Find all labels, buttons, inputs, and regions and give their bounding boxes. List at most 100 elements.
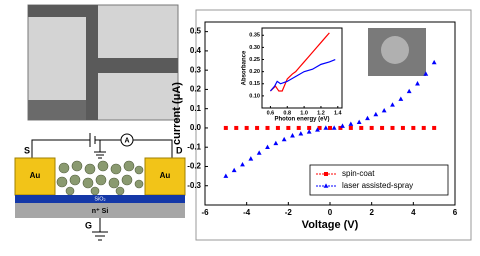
point <box>406 88 412 94</box>
dark-region <box>86 5 98 120</box>
point <box>348 121 354 126</box>
point <box>223 125 228 130</box>
y-tick-label: 0.3 <box>190 65 202 74</box>
point <box>307 125 312 130</box>
x-tick-label: 4 <box>411 208 416 217</box>
y-tick-label: -0.3 <box>187 181 201 190</box>
point <box>306 129 312 134</box>
point <box>244 125 249 130</box>
y-axis-title: Absorbance <box>242 50 248 85</box>
x-tick-label: 0.8 <box>283 110 291 116</box>
point <box>415 81 420 86</box>
point <box>323 125 329 130</box>
point <box>331 125 337 130</box>
substrate-label: n⁺ Si <box>92 208 109 215</box>
point <box>390 125 395 130</box>
point <box>223 173 229 178</box>
point <box>365 115 370 121</box>
gate-label: G <box>85 220 92 230</box>
point <box>359 125 364 130</box>
point <box>338 125 343 130</box>
x-tick-label: 1.2 <box>317 110 325 116</box>
series-line <box>269 58 336 92</box>
x-tick-label: -4 <box>243 208 251 217</box>
y-axis-title: current (μA) <box>171 82 183 145</box>
point <box>328 125 332 130</box>
y-tick-label: -0.2 <box>187 162 201 171</box>
legend-box <box>309 164 449 196</box>
x-tick-label: 1.0 <box>300 110 308 116</box>
point <box>340 123 345 128</box>
point <box>275 125 280 130</box>
legend-label: laser assisted-spray <box>342 181 413 190</box>
x-tick-label: 6 <box>453 208 458 217</box>
point <box>273 140 279 146</box>
point <box>380 125 385 130</box>
point <box>296 125 301 130</box>
y-tick-label: 0.1 <box>190 104 202 113</box>
point <box>431 59 437 65</box>
x-tick-label: 0 <box>328 208 333 217</box>
x-tick-label: 1.4 <box>334 110 343 116</box>
oxide-layer <box>15 195 185 203</box>
point <box>265 125 270 130</box>
gold-electrode <box>144 157 186 196</box>
point <box>317 125 322 130</box>
point <box>290 133 295 138</box>
inset-photo-detail <box>381 36 409 64</box>
point <box>234 125 239 130</box>
substrate <box>15 203 185 218</box>
point <box>398 96 404 101</box>
source-label: S <box>24 145 30 155</box>
dark-region <box>28 5 86 17</box>
x-tick-label: -2 <box>285 208 293 217</box>
point <box>381 108 387 113</box>
point <box>373 111 379 117</box>
electrode-label: Au <box>160 171 171 180</box>
y-tick-label: 0.4 <box>190 46 202 55</box>
legend-marker <box>324 172 328 176</box>
y-tick-label: 0.15 <box>249 81 260 87</box>
y-tick-label: 0.2 <box>190 85 202 94</box>
x-axis-title: Voltage (V) <box>302 219 359 231</box>
oxide-label: SiO₂ <box>94 196 105 202</box>
y-tick-label: 0.10 <box>249 93 260 99</box>
y-tick-label: 0.20 <box>249 69 260 75</box>
x-tick-label: -6 <box>201 208 209 217</box>
point <box>423 71 429 76</box>
circuit <box>31 133 173 241</box>
y-tick-label: 0.30 <box>249 45 260 51</box>
point <box>421 125 426 130</box>
point <box>432 125 437 130</box>
y-tick-label: 0.5 <box>190 27 202 36</box>
drain-label: D <box>176 145 183 155</box>
nanoparticles <box>56 160 144 196</box>
x-tick-label: 2 <box>369 208 374 217</box>
series-line <box>270 32 330 92</box>
point <box>256 150 262 155</box>
legend-label: spin-coat <box>342 169 375 178</box>
point <box>298 131 304 136</box>
point <box>255 125 260 130</box>
point <box>248 156 254 161</box>
point <box>390 102 395 107</box>
point <box>400 125 405 130</box>
dark-region <box>28 100 86 120</box>
y-tick-label: 0.35 <box>249 33 260 39</box>
point <box>240 161 245 167</box>
point <box>369 125 374 130</box>
y-tick-label: 0.25 <box>249 57 260 63</box>
y-tick-label: 0.0 <box>190 123 202 132</box>
ammeter-label: A <box>124 137 129 144</box>
point <box>231 167 237 173</box>
x-axis-title: Photon energy (eV) <box>274 117 329 123</box>
point <box>356 119 362 124</box>
point <box>281 136 287 142</box>
electrode-label: Au <box>30 171 41 180</box>
point <box>286 125 291 130</box>
legend-marker <box>323 183 329 188</box>
dark-region <box>98 58 178 73</box>
plot-frame <box>261 27 343 109</box>
